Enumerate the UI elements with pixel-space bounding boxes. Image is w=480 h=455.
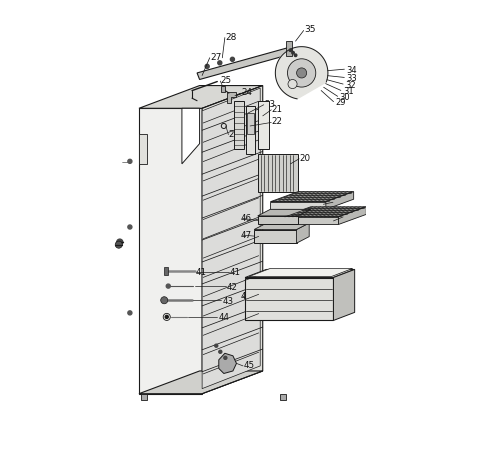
- Text: 18: 18: [344, 212, 355, 221]
- Text: 34: 34: [347, 66, 357, 75]
- Polygon shape: [258, 210, 311, 217]
- Polygon shape: [139, 134, 146, 165]
- Text: —: —: [122, 159, 129, 165]
- Circle shape: [294, 55, 297, 57]
- Polygon shape: [334, 270, 355, 321]
- Polygon shape: [258, 101, 269, 149]
- Polygon shape: [234, 101, 244, 149]
- Polygon shape: [139, 371, 263, 394]
- Circle shape: [288, 81, 297, 89]
- Polygon shape: [182, 109, 200, 165]
- Text: 19: 19: [334, 197, 345, 206]
- Polygon shape: [254, 230, 297, 243]
- Circle shape: [230, 58, 234, 62]
- Text: 26: 26: [229, 130, 240, 139]
- Polygon shape: [197, 49, 290, 81]
- Text: 44: 44: [218, 313, 229, 322]
- Text: 42: 42: [227, 282, 238, 291]
- Text: 28: 28: [226, 32, 237, 41]
- Circle shape: [165, 316, 168, 318]
- Polygon shape: [221, 86, 225, 92]
- Polygon shape: [139, 109, 202, 394]
- Circle shape: [289, 50, 292, 52]
- Text: 20: 20: [300, 153, 311, 162]
- Circle shape: [128, 226, 132, 229]
- Polygon shape: [202, 86, 263, 394]
- Polygon shape: [287, 42, 291, 57]
- Polygon shape: [249, 269, 353, 277]
- Text: 48: 48: [241, 291, 252, 300]
- Circle shape: [292, 52, 294, 55]
- Circle shape: [215, 344, 218, 348]
- Polygon shape: [202, 89, 260, 389]
- Circle shape: [166, 284, 170, 288]
- Polygon shape: [139, 86, 263, 109]
- Circle shape: [219, 350, 222, 354]
- Circle shape: [288, 60, 316, 88]
- Circle shape: [117, 240, 123, 246]
- Polygon shape: [247, 114, 254, 134]
- Polygon shape: [245, 278, 334, 321]
- Polygon shape: [276, 48, 328, 100]
- Polygon shape: [283, 207, 366, 217]
- Text: 35: 35: [305, 25, 316, 35]
- Polygon shape: [228, 92, 236, 104]
- Text: 24: 24: [241, 88, 252, 97]
- Text: 43: 43: [222, 296, 233, 305]
- Polygon shape: [245, 270, 355, 278]
- Text: 41: 41: [196, 268, 207, 276]
- Text: 46: 46: [241, 214, 252, 223]
- Polygon shape: [141, 394, 147, 400]
- Polygon shape: [280, 394, 286, 400]
- Text: 31: 31: [343, 87, 353, 96]
- Circle shape: [161, 297, 168, 304]
- Polygon shape: [258, 217, 298, 225]
- Text: 22: 22: [272, 117, 283, 126]
- Polygon shape: [258, 154, 298, 192]
- Polygon shape: [246, 106, 255, 154]
- Circle shape: [297, 69, 307, 79]
- Polygon shape: [219, 354, 237, 374]
- Circle shape: [224, 357, 227, 359]
- Polygon shape: [164, 268, 168, 276]
- Text: 45: 45: [244, 361, 255, 369]
- Circle shape: [218, 62, 222, 66]
- Polygon shape: [270, 192, 354, 202]
- Text: 29: 29: [336, 98, 346, 107]
- Text: 30: 30: [340, 93, 350, 101]
- Text: 21: 21: [272, 105, 283, 114]
- Text: 33: 33: [347, 74, 357, 83]
- Polygon shape: [254, 223, 309, 230]
- Text: 47: 47: [241, 231, 252, 239]
- Polygon shape: [270, 202, 326, 210]
- Polygon shape: [326, 192, 354, 210]
- Circle shape: [205, 65, 209, 69]
- Text: 32: 32: [345, 81, 356, 89]
- Polygon shape: [297, 223, 309, 243]
- Circle shape: [115, 242, 122, 249]
- Text: 25: 25: [221, 76, 232, 85]
- Circle shape: [163, 313, 170, 321]
- Polygon shape: [338, 207, 366, 225]
- Circle shape: [128, 160, 132, 164]
- Polygon shape: [283, 217, 338, 225]
- Text: 23: 23: [264, 100, 276, 108]
- Circle shape: [128, 311, 132, 315]
- Text: 27: 27: [211, 53, 222, 61]
- Text: 41: 41: [230, 268, 241, 276]
